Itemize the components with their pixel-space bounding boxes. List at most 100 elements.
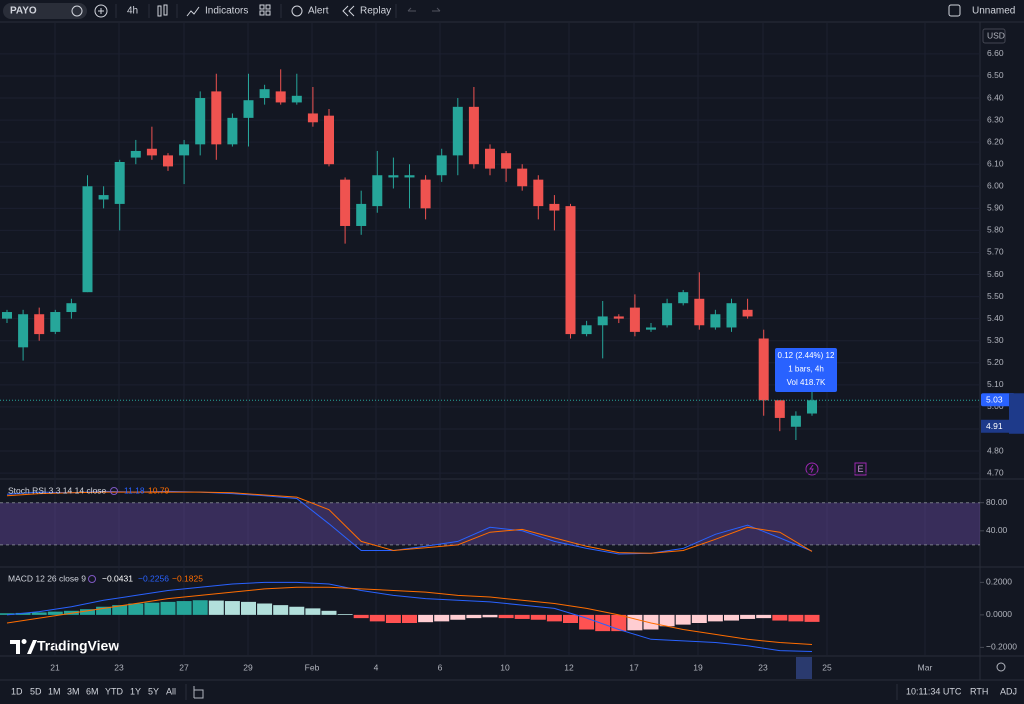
candle-body	[227, 117, 238, 145]
layouts-icon	[265, 4, 271, 10]
candle-body	[742, 309, 753, 317]
alert-icon	[291, 5, 303, 17]
candle-body	[533, 179, 544, 207]
replay-icon	[342, 5, 355, 17]
macd-histogram-bar	[208, 600, 224, 615]
price-marker-box	[981, 419, 1009, 433]
macd-histogram-bar	[289, 606, 305, 615]
session-button[interactable]: RTH	[970, 686, 988, 696]
settings-button[interactable]	[996, 662, 1006, 672]
y-tick-label: 6.30	[987, 114, 1004, 124]
macd-histogram-bar	[192, 600, 208, 615]
clock: 10:11:34 UTC	[906, 686, 962, 696]
candle-body	[372, 175, 383, 207]
interval[interactable]: 4h	[127, 6, 138, 17]
range-button[interactable]: 1D	[11, 686, 23, 696]
stoch-d-line	[6, 491, 813, 554]
symbol-search[interactable]	[3, 3, 87, 19]
range-button[interactable]: 6M	[86, 686, 99, 696]
range-button[interactable]: 1Y	[130, 686, 141, 696]
macd-histogram-bar	[385, 614, 401, 623]
logo-icon	[10, 639, 37, 654]
candle-body	[98, 195, 109, 200]
macd-histogram-bar	[579, 614, 595, 630]
date-range-button[interactable]	[193, 686, 204, 699]
macd-histogram-bar	[659, 614, 675, 627]
stoch-legend: Stoch RSI 3 3 14 14 close	[8, 485, 107, 495]
macd-histogram-bar	[241, 601, 256, 615]
macd-histogram-bar	[144, 602, 160, 615]
split-event-icon[interactable]	[805, 462, 819, 476]
macd-value: −0.2256	[138, 573, 169, 583]
candle-body	[243, 100, 254, 118]
layouts-button[interactable]	[259, 4, 265, 10]
range-button[interactable]: 5Y	[148, 686, 159, 696]
candle-body	[82, 186, 93, 293]
chart-type-icon	[163, 4, 168, 16]
layout-name[interactable]: Unnamed	[972, 6, 1015, 17]
y-tick-label: 0.2000	[986, 577, 1012, 587]
macd-hist-value: −0.0431	[102, 573, 133, 583]
range-button[interactable]: 3M	[67, 686, 80, 696]
macd-histogram-bar	[402, 614, 417, 623]
earnings-event-icon[interactable]	[854, 462, 867, 476]
candle-body	[66, 303, 77, 313]
x-tick-label: 17	[629, 662, 639, 672]
candle-body	[678, 292, 689, 304]
x-tick-label: Mar	[918, 662, 933, 672]
redo-button[interactable]	[432, 7, 441, 12]
tooltip-line: 1 bars, 4h	[788, 365, 824, 374]
split-event-glyph	[809, 464, 814, 474]
candle-body	[565, 206, 576, 335]
date-highlight	[796, 657, 812, 679]
candle-body	[549, 203, 560, 211]
candle-body	[324, 115, 334, 165]
candle-body	[485, 148, 495, 169]
macd-histogram-bar	[546, 614, 562, 622]
chart-type-button[interactable]	[157, 5, 162, 17]
y-tick-label: 6.20	[987, 136, 1004, 146]
macd-histogram-bar	[321, 610, 337, 615]
candle-body	[581, 325, 592, 335]
candle-body	[597, 316, 608, 326]
replay-button[interactable]: Replay	[360, 6, 391, 17]
x-tick-label: 29	[243, 662, 253, 672]
macd-histogram-bar	[498, 614, 514, 619]
y-tick-label: 5.20	[987, 357, 1004, 367]
compare-button[interactable]	[94, 4, 108, 18]
macd-histogram-bar	[353, 614, 369, 619]
y-tick-label: 5.50	[987, 291, 1004, 301]
currency-box[interactable]	[982, 28, 1006, 44]
x-tick-label: 19	[693, 662, 703, 672]
stoch-k-value: 11.18	[124, 485, 145, 495]
candle-body	[130, 150, 141, 158]
symbol[interactable]: PAYO	[10, 6, 37, 17]
undo-button[interactable]	[407, 7, 416, 12]
range-button[interactable]: 1M	[48, 686, 61, 696]
x-tick-label: 4	[374, 662, 379, 672]
macd-histogram-bar	[257, 603, 273, 615]
currency[interactable]: USD	[987, 30, 1005, 40]
y-tick-label: 6.40	[987, 92, 1004, 102]
macd-histogram-bar	[530, 614, 546, 620]
macd-histogram-bar	[595, 614, 611, 632]
macd-histogram-bar	[224, 601, 240, 615]
price-marker-label: 4.91	[986, 421, 1003, 431]
macd-histogram-bar	[15, 612, 31, 615]
range-button[interactable]: YTD	[105, 686, 124, 696]
macd-histogram-bar	[96, 606, 112, 615]
range-button[interactable]: 5D	[30, 686, 42, 696]
x-tick-label: 6	[438, 662, 443, 672]
y-tick-label: 4.80	[987, 445, 1004, 455]
adjust-button[interactable]: ADJ	[1000, 686, 1017, 696]
macd-histogram-bar	[772, 614, 788, 621]
range-button[interactable]: All	[166, 686, 176, 696]
macd-histogram-bar	[724, 614, 739, 621]
macd-histogram-bar	[31, 612, 47, 615]
macd-histogram-bar	[740, 614, 756, 619]
alert-button[interactable]: Alert	[308, 6, 329, 17]
candle-body	[646, 327, 656, 330]
indicators-button[interactable]: Indicators	[205, 6, 248, 17]
